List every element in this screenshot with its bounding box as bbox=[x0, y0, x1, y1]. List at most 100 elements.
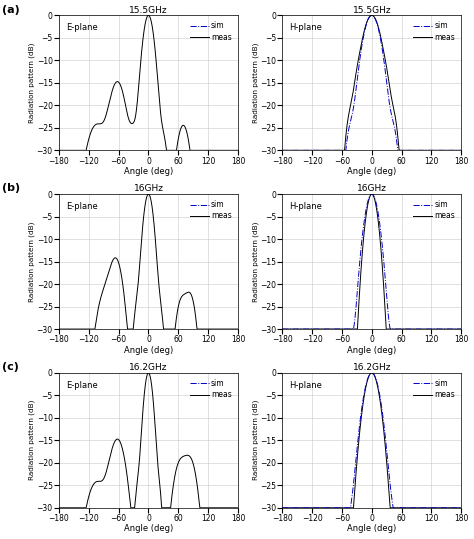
meas bbox=[458, 147, 464, 154]
meas bbox=[230, 326, 236, 333]
meas bbox=[453, 326, 459, 333]
meas bbox=[366, 14, 372, 20]
meas bbox=[420, 505, 426, 511]
meas bbox=[197, 505, 203, 511]
sim bbox=[362, 388, 367, 395]
Text: H-plane: H-plane bbox=[290, 23, 322, 32]
sim bbox=[366, 372, 372, 378]
meas bbox=[230, 505, 236, 511]
Legend: sim, meas: sim, meas bbox=[187, 377, 234, 402]
sim bbox=[280, 147, 285, 154]
meas bbox=[65, 326, 71, 333]
meas bbox=[369, 370, 374, 376]
sim bbox=[458, 505, 464, 511]
meas bbox=[56, 505, 62, 511]
sim bbox=[369, 12, 374, 18]
Line: sim: sim bbox=[283, 194, 461, 329]
meas bbox=[280, 326, 285, 333]
meas bbox=[56, 326, 62, 333]
meas bbox=[65, 147, 71, 154]
meas bbox=[230, 505, 236, 511]
meas bbox=[453, 147, 459, 154]
meas bbox=[143, 197, 149, 203]
meas bbox=[366, 372, 372, 378]
meas bbox=[453, 326, 459, 333]
Y-axis label: Radiation pattern (dB): Radiation pattern (dB) bbox=[29, 400, 35, 480]
Title: 15.5GHz: 15.5GHz bbox=[353, 5, 391, 15]
meas bbox=[362, 225, 367, 231]
meas bbox=[458, 326, 464, 333]
Legend: sim, meas: sim, meas bbox=[187, 19, 234, 44]
meas bbox=[235, 147, 241, 154]
sim bbox=[453, 326, 459, 333]
sim bbox=[453, 326, 459, 333]
Title: 16.2GHz: 16.2GHz bbox=[353, 363, 391, 372]
meas bbox=[369, 12, 374, 18]
Text: H-plane: H-plane bbox=[290, 381, 322, 390]
sim bbox=[458, 147, 464, 154]
Text: E-plane: E-plane bbox=[66, 23, 98, 32]
Legend: sim, meas: sim, meas bbox=[410, 198, 457, 223]
meas bbox=[65, 505, 71, 511]
Text: (a): (a) bbox=[2, 4, 19, 15]
Title: 16GHz: 16GHz bbox=[357, 184, 387, 194]
X-axis label: Angle (deg): Angle (deg) bbox=[347, 167, 396, 176]
sim bbox=[420, 326, 426, 333]
Legend: sim, meas: sim, meas bbox=[410, 377, 457, 402]
sim bbox=[453, 147, 459, 154]
Line: meas: meas bbox=[59, 194, 238, 329]
Line: meas: meas bbox=[59, 15, 238, 150]
sim bbox=[366, 14, 372, 20]
meas bbox=[143, 377, 149, 384]
meas bbox=[138, 240, 144, 247]
Line: meas: meas bbox=[283, 194, 461, 329]
meas bbox=[197, 326, 203, 333]
meas bbox=[369, 191, 374, 197]
meas bbox=[289, 505, 294, 511]
Line: meas: meas bbox=[283, 15, 461, 150]
meas bbox=[138, 52, 144, 59]
meas bbox=[420, 326, 426, 333]
sim bbox=[453, 505, 459, 511]
meas bbox=[453, 505, 459, 511]
Line: sim: sim bbox=[283, 373, 461, 508]
meas bbox=[289, 326, 294, 333]
Line: meas: meas bbox=[283, 373, 461, 508]
sim bbox=[369, 191, 374, 197]
meas bbox=[146, 12, 151, 18]
meas bbox=[56, 147, 62, 154]
meas bbox=[453, 505, 459, 511]
Text: (b): (b) bbox=[2, 183, 20, 194]
sim bbox=[420, 505, 426, 511]
sim bbox=[289, 326, 294, 333]
meas bbox=[235, 505, 241, 511]
meas bbox=[146, 370, 151, 376]
X-axis label: Angle (deg): Angle (deg) bbox=[124, 167, 173, 176]
Line: meas: meas bbox=[59, 373, 238, 508]
X-axis label: Angle (deg): Angle (deg) bbox=[124, 524, 173, 534]
Legend: sim, meas: sim, meas bbox=[187, 198, 234, 223]
Title: 15.5GHz: 15.5GHz bbox=[129, 5, 168, 15]
sim bbox=[369, 370, 374, 376]
sim bbox=[420, 147, 426, 154]
Text: E-plane: E-plane bbox=[66, 381, 98, 390]
meas bbox=[197, 147, 203, 154]
meas bbox=[230, 147, 236, 154]
meas bbox=[362, 26, 367, 33]
sim bbox=[362, 215, 367, 222]
meas bbox=[146, 191, 151, 197]
Text: H-plane: H-plane bbox=[290, 202, 322, 211]
sim bbox=[366, 194, 372, 200]
meas bbox=[362, 391, 367, 397]
sim bbox=[289, 505, 294, 511]
Legend: sim, meas: sim, meas bbox=[410, 19, 457, 44]
sim bbox=[453, 147, 459, 154]
sim bbox=[289, 147, 294, 154]
meas bbox=[420, 147, 426, 154]
sim bbox=[280, 505, 285, 511]
meas bbox=[289, 147, 294, 154]
sim bbox=[280, 326, 285, 333]
Text: E-plane: E-plane bbox=[66, 202, 98, 211]
meas bbox=[453, 147, 459, 154]
X-axis label: Angle (deg): Angle (deg) bbox=[347, 524, 396, 534]
